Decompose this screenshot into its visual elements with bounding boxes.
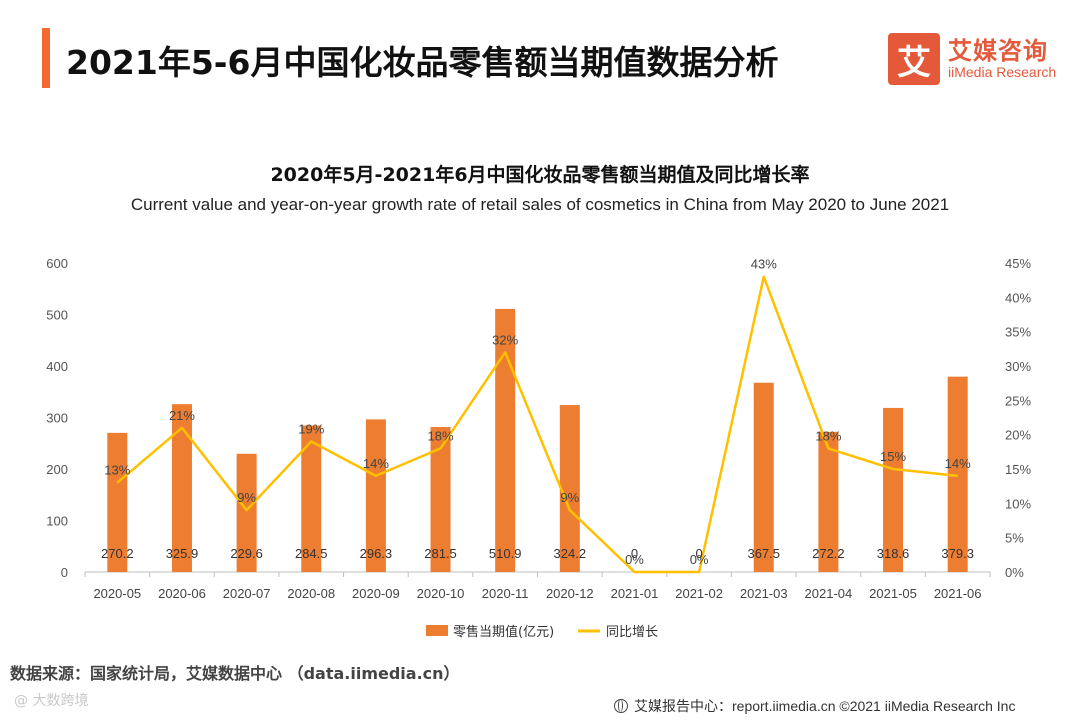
title-accent-bar (42, 28, 50, 88)
line-value-label: 18% (815, 428, 841, 443)
bar-value-label: 325.9 (166, 546, 199, 561)
bar (883, 407, 904, 572)
y-left-tick-label: 600 (46, 256, 68, 271)
bar-value-label: 324.2 (554, 546, 587, 561)
brand-mark-icon: 艾 (888, 33, 940, 85)
report-center-text: 艾媒报告中心：report.iimedia.cn ©2021 iiMedia R… (634, 698, 1016, 714)
line-value-label: 18% (428, 428, 454, 443)
x-tick-label: 2020-12 (546, 586, 594, 601)
brand-name-cn: 艾媒咨询 (948, 37, 1048, 66)
y-left-tick-label: 400 (46, 359, 68, 374)
y-left-tick-label: 300 (46, 411, 68, 426)
data-source: 数据来源：国家统计局，艾媒数据中心 （data.iimedia.cn） (10, 664, 460, 683)
bar-value-label: 281.5 (424, 546, 457, 561)
page-title: 2021年5-6月中国化妆品零售额当期值数据分析 (66, 43, 779, 82)
line-value-label: 14% (945, 456, 971, 471)
x-tick-label: 2020-09 (352, 586, 400, 601)
watermark: @ 大数跨境 (14, 693, 89, 709)
y-right-tick-label: 40% (1005, 290, 1031, 305)
y-left-tick-label: 200 (46, 462, 68, 477)
x-tick-label: 2021-03 (740, 586, 788, 601)
x-tick-label: 2020-06 (158, 586, 206, 601)
bar (947, 376, 968, 572)
y-right-tick-label: 5% (1005, 531, 1024, 546)
y-left-tick-label: 100 (46, 514, 68, 529)
y-right-tick-label: 20% (1005, 428, 1031, 443)
bar-value-label: 284.5 (295, 546, 328, 561)
y-right-tick-label: 30% (1005, 359, 1031, 374)
legend-line-label: 同比增长 (606, 625, 658, 640)
y-right-tick-label: 35% (1005, 325, 1031, 340)
bar-value-label: 379.3 (941, 546, 974, 561)
bar-value-label: 0 (695, 546, 702, 561)
bar-value-label: 367.5 (747, 546, 780, 561)
bar (753, 382, 774, 572)
bar-value-label: 272.2 (812, 546, 845, 561)
line-value-label: 32% (492, 332, 518, 347)
y-right-tick-label: 45% (1005, 256, 1031, 271)
line-value-label: 15% (880, 449, 906, 464)
y-left-tick-label: 500 (46, 308, 68, 323)
bar-value-label: 318.6 (877, 546, 910, 561)
y-right-tick-label: 0% (1005, 565, 1024, 580)
x-tick-label: 2021-02 (675, 586, 723, 601)
x-tick-label: 2020-07 (223, 586, 271, 601)
bar-value-label: 0 (631, 546, 638, 561)
y-right-tick-label: 10% (1005, 496, 1031, 511)
x-tick-label: 2021-06 (934, 586, 982, 601)
brand-name-en: iiMedia Research (948, 63, 1057, 80)
bar-value-label: 270.2 (101, 546, 134, 561)
legend-bar-label: 零售当期值(亿元) (453, 624, 554, 640)
chart-subtitle: Current value and year-on-year growth ra… (130, 195, 950, 214)
x-tick-label: 2021-04 (805, 586, 853, 601)
bar (236, 453, 257, 572)
bar (301, 425, 322, 572)
y-right-tick-label: 15% (1005, 462, 1031, 477)
report-center: 艾媒报告中心：report.iimedia.cn ©2021 iiMedia R… (614, 696, 1015, 716)
bar (107, 432, 128, 572)
bar-value-label: 229.6 (230, 546, 263, 561)
bar-value-label: 510.9 (489, 546, 522, 561)
x-tick-label: 2021-01 (611, 586, 659, 601)
y-left-tick-label: 0 (61, 565, 68, 580)
line-value-label: 21% (169, 408, 195, 423)
bar-value-label: 296.3 (360, 546, 393, 561)
x-tick-label: 2020-05 (93, 586, 141, 601)
line-value-label: 0% (690, 552, 709, 567)
line-value-label: 0% (625, 552, 644, 567)
chart-title: 2020年5月-2021年6月中国化妆品零售额当期值及同比增长率 (270, 164, 810, 186)
bar (171, 404, 192, 572)
line-value-label: 14% (363, 456, 389, 471)
bar (365, 419, 386, 572)
bar (559, 405, 580, 572)
y-right-tick-label: 25% (1005, 393, 1031, 408)
line-value-label: 19% (298, 422, 324, 437)
line-value-label: 9% (560, 490, 579, 505)
x-tick-label: 2020-11 (482, 586, 529, 601)
line-value-label: 43% (751, 257, 777, 272)
growth-line (116, 275, 958, 574)
x-tick-label: 2021-05 (869, 586, 917, 601)
bar (495, 308, 516, 572)
line-value-label: 9% (237, 490, 256, 505)
line-value-label: 13% (104, 463, 130, 478)
globe-icon (614, 699, 628, 713)
bar (818, 431, 839, 572)
brand-logo: 艾 艾媒咨询 iiMedia Research (888, 33, 1056, 85)
bar (430, 427, 451, 572)
legend-bar-swatch (426, 625, 448, 636)
x-tick-label: 2020-10 (417, 586, 465, 601)
x-tick-label: 2020-08 (287, 586, 335, 601)
